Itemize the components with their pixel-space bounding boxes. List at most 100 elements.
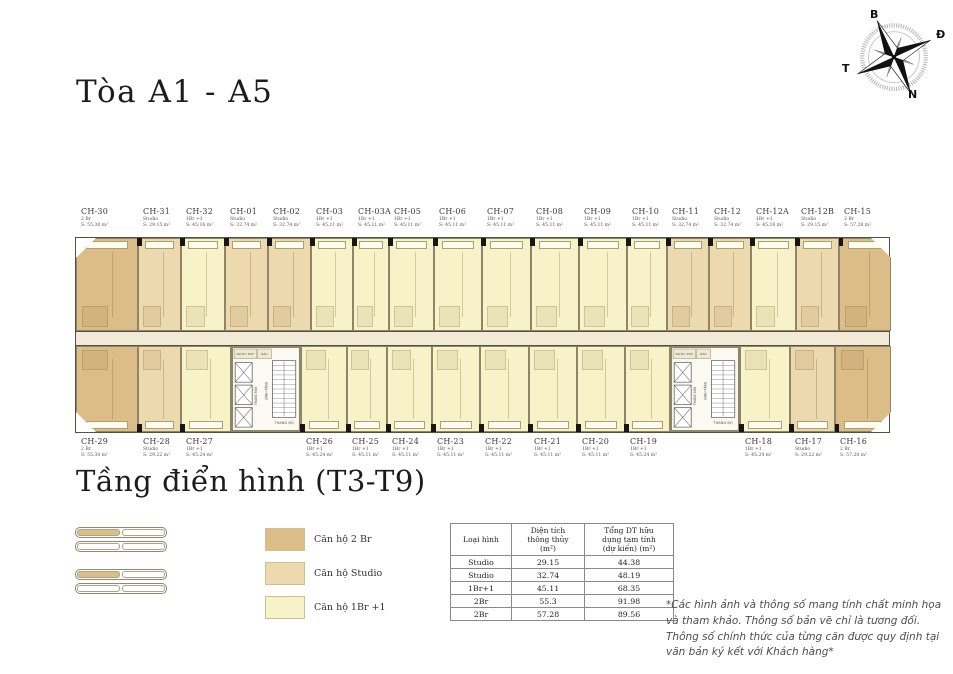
interior-wall — [414, 251, 416, 318]
balcony — [394, 421, 425, 429]
svg-text:RÁC: RÁC — [700, 351, 706, 356]
table-row: Studio 32.74 48.19 — [450, 568, 674, 582]
unit-ch-21 — [528, 346, 577, 432]
unit-ch-12b — [795, 238, 839, 331]
interior-wall — [206, 251, 208, 318]
interior-wall — [558, 251, 560, 318]
table-cell: 2Br — [450, 594, 512, 608]
legend-swatch — [265, 528, 305, 551]
unit-label-ch-01: CH-01 Studio S: 32.74 m² — [230, 207, 257, 228]
interior-wall — [650, 251, 652, 318]
bathroom — [82, 350, 108, 370]
key-plans — [75, 527, 167, 611]
key-plan-segment-highlighted — [77, 571, 120, 578]
interior-wall — [867, 359, 868, 420]
unit-ch-08 — [530, 238, 579, 331]
key-plan-block — [75, 583, 167, 594]
key-plan-segment — [122, 529, 165, 536]
bathroom — [631, 305, 649, 327]
unit-ch-17 — [789, 346, 835, 432]
interior-wall — [691, 251, 693, 318]
top-wing — [75, 237, 890, 332]
bathroom — [351, 350, 369, 370]
unit-ch-12 — [708, 238, 751, 331]
bathroom — [487, 305, 509, 327]
table-cell: Studio — [450, 555, 512, 569]
bathroom — [437, 350, 458, 370]
bathroom — [582, 350, 603, 370]
interior-wall — [162, 251, 164, 318]
balcony — [748, 421, 782, 429]
table-cell: 1Br+1 — [450, 581, 512, 595]
unit-label-ch-19: CH-19 1Br +1 S: 45.24 m² — [630, 437, 657, 458]
table-cell: 55.3 — [511, 594, 585, 608]
bathroom — [393, 305, 414, 327]
legend-swatch — [265, 562, 305, 585]
table-header-usable-area: Tổng DT hữu dụng tạm tính (dự kiến) (m²) — [584, 523, 674, 556]
balcony — [758, 241, 789, 249]
key-plan-segment — [77, 543, 120, 550]
unit-ch-24 — [386, 346, 432, 432]
interior-wall — [820, 251, 822, 318]
bathroom — [485, 350, 507, 370]
table-row: 1Br+1 45.11 68.35 — [450, 581, 674, 595]
interior-wall — [370, 358, 372, 420]
unit-label-ch-20: CH-20 1Br +1 S: 45.11 m² — [582, 437, 609, 458]
interior-wall — [162, 358, 164, 420]
unit-label-ch-03: CH-03 1Br +1 S: 45.11 m² — [316, 207, 343, 228]
interior-wall — [249, 251, 251, 318]
interior-wall — [604, 358, 606, 420]
unit-ch-22 — [479, 346, 529, 432]
unit-ch-02 — [267, 238, 311, 331]
legend-swatch — [265, 596, 305, 619]
unit-label-ch-08: CH-08 1Br +1 S: 45.11 m² — [536, 207, 563, 228]
balcony — [232, 241, 261, 249]
unit-label-ch-03a: CH-03A 1Br +1 S: 45.11 m² — [358, 207, 391, 228]
svg-text:NƯỚC P.KT: NƯỚC P.KT — [676, 351, 694, 356]
compass-label-west: T — [842, 62, 850, 75]
legend-item: Căn hộ 1Br +1 — [265, 596, 386, 619]
table-cell: 44.38 — [584, 555, 674, 569]
legend-item: Căn hộ 2 Br — [265, 528, 386, 551]
bathroom — [272, 305, 292, 327]
unit-label-ch-25: CH-25 1Br +1 S: 45.11 m² — [352, 437, 379, 458]
interior-wall — [869, 252, 870, 318]
unit-ch-07 — [481, 238, 531, 331]
bathroom — [185, 305, 205, 327]
bathroom — [142, 305, 162, 327]
interior-wall — [335, 251, 337, 318]
table-header-type: Loại hình — [450, 523, 512, 556]
key-plan-segment — [77, 585, 120, 592]
compass-label-east: Đ — [936, 28, 946, 41]
unit-label-ch-06: CH-06 1Br +1 S: 45.11 m² — [439, 207, 466, 228]
table-cell: 91.98 — [584, 594, 674, 608]
stair-elevator-core: NƯỚC P.KT RÁC THANG MÁY THANG BỘ SẢNH TẦNG — [231, 346, 301, 432]
table-header-net-area: Diện tích thông thủy (m²) — [511, 523, 585, 556]
table-cell: 48.19 — [584, 568, 674, 582]
bathroom — [584, 305, 605, 327]
interior-wall — [776, 251, 778, 318]
compass-rose: B Đ T N — [838, 2, 950, 108]
table-cell: 89.56 — [584, 607, 674, 621]
balcony — [318, 241, 346, 249]
bathroom — [629, 350, 650, 370]
unit-ch-01 — [224, 238, 268, 331]
unit-label-ch-17: CH-17 Studio S: 29.22 m² — [795, 437, 822, 458]
balcony — [86, 421, 128, 429]
unit-labels-top: CH-30 2 Br S: 55.30 m² CH-31 Studio S: 29.15 … — [75, 207, 890, 235]
balcony — [353, 421, 381, 429]
unit-ch-18 — [739, 346, 790, 432]
bathroom — [391, 350, 412, 370]
bathroom — [841, 350, 865, 370]
balcony — [86, 241, 128, 249]
svg-text:SẢNH TẦNG: SẢNH TẦNG — [702, 381, 707, 400]
balcony — [189, 421, 223, 429]
disclaimer: *Các hình ảnh và thông số mang tính chất… — [666, 599, 942, 659]
unit-ch-32 — [180, 238, 225, 331]
legend-label: Căn hộ 1Br +1 — [314, 602, 386, 613]
bathroom — [315, 305, 334, 327]
unit-ch-16 — [835, 346, 891, 432]
unit-label-ch-32: CH-32 1Br +1 S: 45.16 m² — [186, 207, 213, 228]
interior-wall — [650, 358, 652, 420]
key-plan-block — [75, 541, 167, 552]
